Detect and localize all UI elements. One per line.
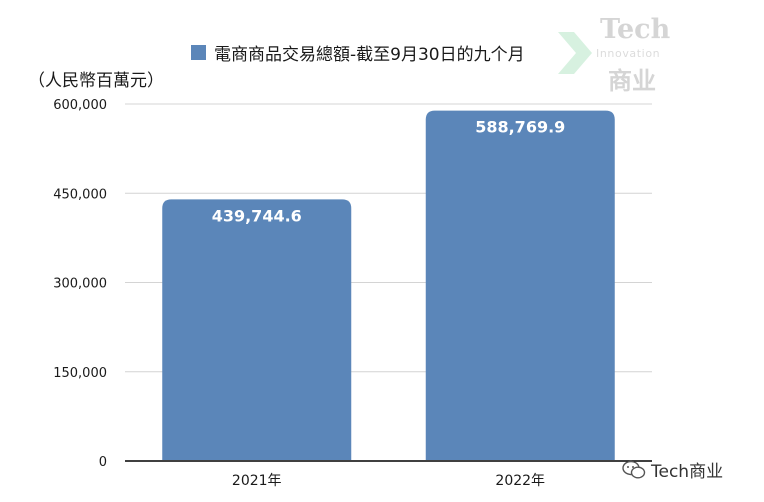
y-tick-label: 0 — [99, 455, 107, 470]
x-tick-label: 2022年 — [495, 473, 545, 489]
x-tick-label: 2021年 — [232, 473, 282, 489]
credit-text: Tech商业 — [651, 462, 724, 482]
watermark-text-innovation: Innovation — [596, 47, 661, 60]
y-axis-unit-label: （人民幣百萬元） — [28, 71, 164, 91]
wechat-icon — [622, 460, 646, 479]
watermark-text-tech: Tech — [600, 14, 671, 45]
y-tick-label: 300,000 — [53, 277, 107, 292]
legend: 電商商品交易總額-截至9月30日的九个月 — [191, 40, 525, 65]
watermark-text-cn: 商业 — [608, 67, 656, 95]
source-credit: Tech商业 — [622, 457, 723, 482]
y-tick-label: 450,000 — [53, 187, 107, 202]
bar-value-label: 439,744.6 — [212, 206, 302, 225]
bar-value-label: 588,769.9 — [475, 118, 565, 137]
bar — [425, 110, 615, 460]
green-chevron-icon — [558, 32, 592, 74]
y-tick-label: 600,000 — [53, 98, 107, 113]
watermark-logo: Tech Innovation 商业 — [556, 14, 678, 95]
y-tick-label: 150,000 — [53, 366, 107, 381]
bar — [162, 199, 352, 460]
legend-swatch — [191, 44, 206, 60]
legend-label: 電商商品交易總額-截至9月30日的九个月 — [214, 44, 525, 65]
